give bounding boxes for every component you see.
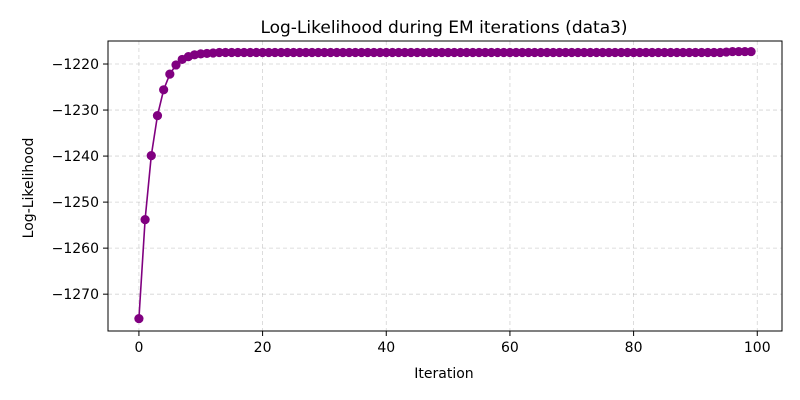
x-tick-label: 40 bbox=[377, 340, 395, 356]
plot-frame bbox=[107, 40, 783, 332]
y-tick-label: −1270 bbox=[52, 287, 99, 303]
data-points bbox=[134, 46, 756, 324]
x-tick-label: 100 bbox=[744, 340, 771, 356]
data-point bbox=[165, 69, 175, 79]
grid-lines bbox=[108, 41, 782, 331]
axis-ticks: 0 20 40 60 80 100 −1270 −1260 −1250 −1240 −1230 −12… bbox=[52, 57, 771, 356]
y-tick-label: −1240 bbox=[52, 149, 99, 165]
data-point bbox=[746, 46, 756, 57]
y-tick-label: −1260 bbox=[52, 241, 99, 257]
chart-title: Log-Likelihood during EM iterations (dat… bbox=[260, 18, 627, 38]
y-tick-label: −1250 bbox=[52, 195, 99, 211]
x-tick-label: 80 bbox=[625, 340, 643, 356]
data-point bbox=[171, 60, 181, 70]
x-tick-label: 0 bbox=[134, 340, 143, 356]
data-point bbox=[146, 151, 156, 161]
x-tick-label: 60 bbox=[501, 340, 519, 356]
y-tick-label: −1230 bbox=[52, 103, 99, 119]
x-axis-label: Iteration bbox=[414, 366, 473, 382]
y-axis-label: Log-Likelihood bbox=[21, 138, 37, 239]
data-point bbox=[140, 215, 150, 225]
series-line bbox=[138, 50, 752, 319]
data-point bbox=[159, 85, 169, 95]
y-tick-label: −1220 bbox=[52, 57, 99, 73]
data-point bbox=[134, 313, 144, 324]
data-point bbox=[152, 110, 163, 121]
x-tick-label: 20 bbox=[254, 340, 272, 356]
